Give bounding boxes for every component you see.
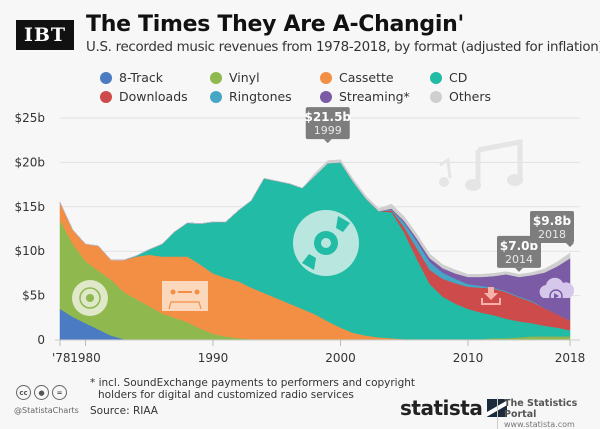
cassette-icon <box>162 281 208 311</box>
legend-label: Cassette <box>339 70 394 85</box>
vinyl-record-icon <box>72 280 108 316</box>
legend-item-streaming: Streaming* <box>320 89 410 104</box>
callout-box <box>497 235 541 268</box>
x-tick-label: 1990 <box>198 351 229 365</box>
license-icons: cc ● = <box>16 385 67 400</box>
callout-pointer <box>323 139 332 144</box>
chart-subtitle: U.S. recorded music revenues from 1978-2… <box>86 40 600 55</box>
legend-label: Downloads <box>119 89 188 104</box>
footnote-line: * incl. SoundExchange payments to perfor… <box>90 377 416 389</box>
decorations <box>72 138 575 316</box>
legend-swatch <box>100 90 112 103</box>
callout-pointer <box>515 267 523 272</box>
portal-title: The Statistics Portal <box>504 398 578 420</box>
callout-value: $9.8b <box>533 214 572 228</box>
footnote-line: holders for digital and customized radio… <box>98 389 354 401</box>
statista-handle: @StatistaCharts <box>14 406 79 415</box>
legend-swatch <box>430 71 442 84</box>
legend-label: CD <box>449 70 468 85</box>
callout-box <box>305 107 350 140</box>
legend-swatch <box>100 71 112 84</box>
y-tick-label: $5b <box>22 289 45 303</box>
legend-item-others: Others <box>430 89 491 104</box>
legend-label: Vinyl <box>229 70 260 85</box>
legend-label: Others <box>449 89 492 104</box>
legend-item-8track: 8-Track <box>100 70 163 85</box>
streaming-cloud-icon <box>539 277 575 303</box>
x-tick-label: 1980 <box>70 351 101 365</box>
legend-label: 8-Track <box>119 70 164 85</box>
attribution-icon: ● <box>34 385 49 400</box>
legend-swatch <box>210 71 222 84</box>
music-note-icon <box>439 157 452 187</box>
statista-logo: statista <box>400 396 508 420</box>
y-tick-label: $20b <box>14 155 45 169</box>
cd-disc-icon <box>293 210 359 276</box>
callout-year: 2018 <box>538 228 566 241</box>
callout-year: 1999 <box>314 124 342 137</box>
x-tick-label: 2000 <box>325 351 356 365</box>
y-tick-label: $25b <box>14 111 45 125</box>
legend-item-cassette: Cassette <box>320 70 394 85</box>
callout-value: $21.5b <box>304 110 351 124</box>
y-tick-label: $10b <box>14 244 45 258</box>
legend-swatch <box>210 90 222 103</box>
legend-swatch <box>320 71 332 84</box>
legend-item-downloads: Downloads <box>100 89 188 104</box>
callout-year: 2014 <box>505 253 533 266</box>
y-tick-label: $15b <box>14 200 45 214</box>
area-others <box>59 159 571 278</box>
ibt-logo: IBT <box>16 20 74 50</box>
statista-wordmark: statista <box>400 396 483 420</box>
legend-item-vinyl: Vinyl <box>210 70 260 85</box>
axes: 0 $5b $10b $15b $20b $25b '78 1980 1990 2000 2010 2… <box>14 111 585 365</box>
callout-pointer <box>566 242 574 247</box>
cc-icon: cc <box>16 385 31 400</box>
callout-box <box>530 210 574 243</box>
double-music-note-icon <box>465 138 523 191</box>
statistics-portal: The Statistics Portal www.statista.com <box>497 398 600 429</box>
download-icon <box>481 287 501 305</box>
no-derivatives-icon: = <box>52 385 67 400</box>
legend-item-cd: CD <box>430 70 467 85</box>
footnote: * incl. SoundExchange payments to perfor… <box>90 377 415 401</box>
x-tick-label: 2010 <box>453 351 484 365</box>
chart-area: 0 $5b $10b $15b $20b $25b '78 1980 1990 2000 2010 2… <box>14 107 585 365</box>
source: Source: RIAA <box>90 405 158 417</box>
legend-label: Streaming* <box>339 89 410 104</box>
legend-swatch <box>430 90 442 103</box>
legend-label: Ringtones <box>229 89 292 104</box>
callout-value: $7.0b <box>500 239 539 253</box>
chart-title: The Times They Are A-Changin' <box>86 12 464 37</box>
legend-swatch <box>320 90 332 103</box>
legend-item-ringtones: Ringtones <box>210 89 292 104</box>
portal-url: www.statista.com <box>504 420 575 429</box>
y-tick-label: 0 <box>37 333 45 347</box>
x-tick-label: 2018 <box>555 351 586 365</box>
x-tick-label: '78 <box>52 351 71 365</box>
